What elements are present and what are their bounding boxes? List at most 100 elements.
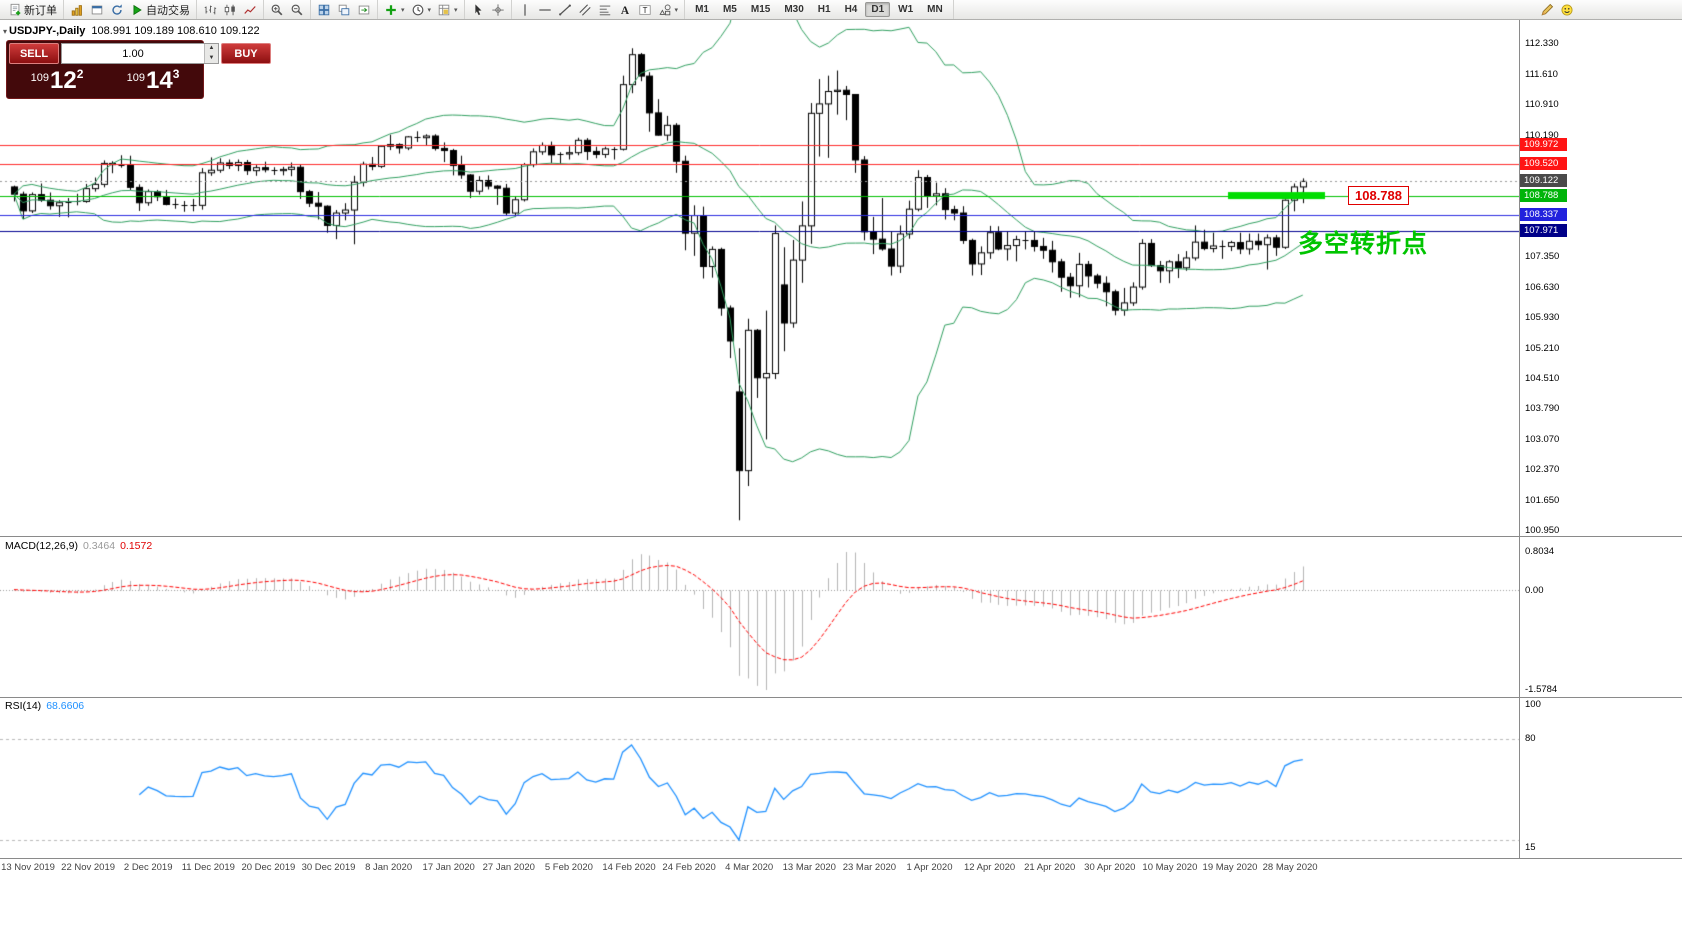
timeframe-m30-button[interactable]: M30 <box>778 2 809 17</box>
clock-icon <box>411 3 425 17</box>
date-label: 22 Nov 2019 <box>61 862 116 873</box>
dropdown-caret-icon[interactable]: ▾ <box>454 6 458 14</box>
price-scale-separator[interactable] <box>1519 20 1520 858</box>
panel-separator[interactable] <box>0 536 1682 537</box>
macd-panel-canvas[interactable] <box>0 537 1519 697</box>
templates-button[interactable]: ▾ <box>435 1 460 19</box>
toolbar-group <box>465 0 512 19</box>
chart-title: USDJPY-,Daily 108.991 109.189 108.610 109… <box>9 25 260 37</box>
rsi-name: RSI(14) <box>5 700 42 712</box>
tile-windows-button[interactable] <box>315 1 333 19</box>
toolbar-group <box>264 0 311 19</box>
buy-button[interactable]: BUY <box>221 43 271 64</box>
gold-chart-icon <box>70 3 84 17</box>
shapes-tool-button[interactable]: ▾ <box>656 1 681 19</box>
timeframe-mn-button[interactable]: MN <box>921 2 949 17</box>
zoom-in-button[interactable] <box>268 1 286 19</box>
date-label: 13 Mar 2020 <box>782 862 836 873</box>
text-tool-button[interactable]: A <box>616 1 634 19</box>
horizontal-line-tool-button[interactable] <box>536 1 554 19</box>
dropdown-caret-icon[interactable]: ▾ <box>674 6 679 14</box>
date-label: 17 Jan 2020 <box>422 862 475 873</box>
timeframe-h4-button[interactable]: H4 <box>839 2 864 17</box>
sell-button[interactable]: SELL <box>9 43 59 64</box>
panel-separator[interactable] <box>0 697 1682 698</box>
support-price-callout[interactable]: 108.788 <box>1348 186 1409 205</box>
timeframe-h1-button[interactable]: H1 <box>812 2 837 17</box>
rsi-panel-canvas[interactable] <box>0 698 1519 858</box>
price-scale-label: 110.190 <box>1525 129 1559 141</box>
cursor-tool-button[interactable] <box>469 1 487 19</box>
periods-button[interactable]: ▾ <box>409 1 434 19</box>
text-label-tool-button[interactable]: T <box>636 1 654 19</box>
dropdown-caret-icon[interactable]: ▾ <box>427 6 432 14</box>
indicators-list-button[interactable]: ▾ <box>382 1 407 19</box>
macd-scale-label: 0.8034 <box>1525 546 1555 557</box>
timeframe-d1-button[interactable]: D1 <box>865 2 891 17</box>
date-label: 10 May 2020 <box>1142 862 1198 873</box>
window-icon <box>90 3 104 17</box>
rsi-scale-label: 100 <box>1525 699 1541 710</box>
dropdown-caret-icon[interactable]: ▾ <box>401 6 405 14</box>
price-scale-label: 102.370 <box>1525 464 1560 476</box>
line-chart-mode-button[interactable] <box>241 1 259 19</box>
toolbar-group: ▾ ▾ ▾ <box>378 0 465 19</box>
pencil-button[interactable] <box>1538 1 1556 19</box>
vertical-line-tool-button[interactable] <box>516 1 534 19</box>
zoom-out-button[interactable] <box>288 1 306 19</box>
candlestick-mode-button[interactable] <box>221 1 239 19</box>
rsi-scale-label: 15 <box>1525 842 1536 853</box>
price-scale-label: 111.610 <box>1525 68 1558 80</box>
pencil-icon <box>1540 3 1554 17</box>
smiley-icon <box>1560 3 1574 17</box>
buy-price[interactable]: 109143 <box>105 64 201 96</box>
price-scale-label: 105.210 <box>1525 342 1560 354</box>
refresh-charts-button[interactable] <box>108 1 126 19</box>
volume-up-button[interactable]: ▲ <box>205 44 218 54</box>
market-watch-button[interactable] <box>68 1 86 19</box>
zoom-in-icon <box>270 3 284 17</box>
new-order-button[interactable]: 新订单 <box>6 1 59 19</box>
timeframe-group: M1 M5 M15 M30 H1 H4 D1 W1 MN <box>685 0 954 19</box>
fibonacci-tool-button[interactable] <box>596 1 614 19</box>
trendline-tool-button[interactable] <box>556 1 574 19</box>
macd-indicator-label: MACD(12,26,9) 0.3464 0.1572 <box>5 540 152 552</box>
new-chart-window-button[interactable] <box>88 1 106 19</box>
sell-price-fraction: 2 <box>76 67 84 81</box>
cascade-windows-button[interactable] <box>335 1 353 19</box>
timeframe-m5-button[interactable]: M5 <box>717 2 743 17</box>
trade-panel-toggle[interactable]: ▾ <box>3 27 8 36</box>
volume-down-button[interactable]: ▼ <box>205 53 218 63</box>
new-order-label: 新订单 <box>24 4 57 17</box>
date-label: 23 Mar 2020 <box>842 862 897 873</box>
sell-price[interactable]: 109122 <box>9 64 105 96</box>
main-chart-canvas[interactable] <box>0 20 1519 536</box>
date-label: 19 May 2020 <box>1202 862 1258 873</box>
volume-input[interactable] <box>62 44 204 63</box>
date-label: 24 Feb 2020 <box>662 862 716 873</box>
toolbar-group <box>197 0 264 19</box>
track-icon <box>357 3 371 17</box>
labelT-icon: T <box>638 3 652 17</box>
auto-scroll-button[interactable] <box>355 1 373 19</box>
price-tag: 109.122 <box>1520 174 1567 188</box>
trend-icon <box>558 3 572 17</box>
crosshair-tool-button[interactable] <box>489 1 507 19</box>
template-icon <box>437 3 451 17</box>
timeframe-m15-button[interactable]: M15 <box>745 2 776 17</box>
macd-name: MACD(12,26,9) <box>5 540 78 552</box>
buy-price-fraction: 3 <box>172 67 180 81</box>
bar-chart-mode-button[interactable] <box>201 1 219 19</box>
timeframe-m1-button[interactable]: M1 <box>689 2 715 17</box>
smiley-button[interactable] <box>1558 1 1576 19</box>
timeframe-w1-button[interactable]: W1 <box>892 2 919 17</box>
refresh-icon <box>110 3 124 17</box>
date-label: 11 Dec 2019 <box>181 862 235 873</box>
toolbar-group <box>311 0 378 19</box>
bull-bear-turning-point-annotation: 多空转折点 <box>1298 230 1429 258</box>
autotrading-button[interactable]: 自动交易 <box>128 1 192 19</box>
date-label: 1 Apr 2020 <box>906 862 953 873</box>
equidistant-channel-tool-button[interactable] <box>576 1 594 19</box>
bars-icon <box>203 3 217 17</box>
price-scale-label: 106.630 <box>1525 281 1560 293</box>
